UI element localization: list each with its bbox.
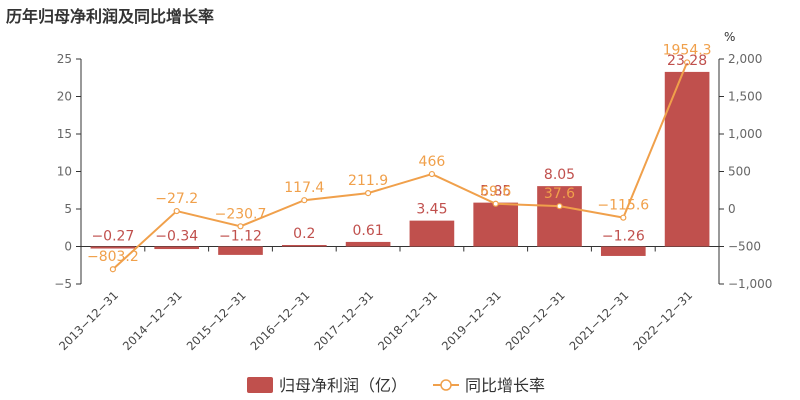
x-tick-label: 2022−12−31	[630, 288, 695, 353]
bar-profit[interactable]	[345, 241, 391, 247]
bar-value-label: −0.27	[91, 229, 134, 245]
growth-point[interactable]	[683, 59, 691, 66]
left-tick-label: −5	[54, 277, 72, 291]
growth-point[interactable]	[109, 266, 117, 273]
x-tick-label: 2013−12−31	[56, 288, 121, 353]
x-tick-label: 2019−12−31	[439, 288, 504, 353]
left-tick-label: 15	[57, 127, 72, 141]
bar-value-label: 0.61	[353, 223, 384, 239]
left-tick-label: 25	[57, 52, 72, 66]
legend-swatch-growth-marker[interactable]	[440, 379, 452, 391]
growth-point[interactable]	[620, 214, 627, 221]
x-tick-label: 2018−12−31	[375, 288, 440, 353]
growth-point[interactable]	[556, 203, 563, 210]
growth-point[interactable]	[365, 190, 372, 197]
legend: 归母净利润（亿） 同比增长率	[247, 376, 545, 395]
growth-value-label: −115.6	[597, 198, 649, 214]
x-tick-label: 2021−12−31	[567, 288, 632, 353]
x-tick-label: 2014−12−31	[120, 288, 185, 353]
growth-value-label: 466	[419, 154, 446, 170]
right-tick-label: 500	[728, 165, 751, 179]
bar-profit[interactable]	[600, 246, 646, 256]
bar-value-label: 23.28	[667, 53, 707, 69]
bar-value-label: 0.2	[293, 226, 315, 242]
bar-profit[interactable]	[281, 245, 327, 247]
growth-value-label: −230.7	[215, 206, 267, 222]
growth-value-label: 69.6	[480, 184, 511, 200]
growth-value-label: 211.9	[348, 173, 388, 189]
bar-profit[interactable]	[473, 202, 519, 247]
growth-value-label: −27.2	[155, 191, 198, 207]
legend-label-growth: 同比增长率	[465, 376, 545, 395]
left-tick-label: 20	[57, 90, 72, 104]
x-tick-label: 2020−12−31	[503, 288, 568, 353]
x-tick-label: 2016−12−31	[248, 288, 313, 353]
bar-profit[interactable]	[154, 246, 200, 250]
right-tick-label: −500	[728, 240, 761, 254]
growth-point[interactable]	[301, 197, 308, 204]
bar-profit[interactable]	[537, 186, 582, 247]
legend-label-profit: 归母净利润（亿）	[279, 376, 407, 395]
legend-swatch-profit[interactable]	[247, 377, 273, 393]
right-tick-label: 0	[728, 202, 736, 216]
growth-value-label: 117.4	[284, 180, 324, 196]
growth-value-label: 37.6	[544, 186, 575, 202]
bar-profit[interactable]	[90, 246, 136, 249]
x-tick-label: 2015−12−31	[184, 288, 249, 353]
bar-profit[interactable]	[218, 246, 263, 255]
right-tick-label: 1,000	[728, 127, 762, 141]
growth-point[interactable]	[428, 170, 435, 178]
chart-title: 历年归母净利润及同比增长率	[6, 7, 215, 26]
data-labels: −0.27 −0.34 −1.12 0.2 0.61 3.45 5.85 8.05 −1.26 2…	[87, 42, 712, 265]
x-tick-label: 2017−12−31	[311, 288, 376, 353]
bar-value-label: −1.12	[219, 229, 262, 245]
bar-profit[interactable]	[409, 220, 455, 247]
growth-point[interactable]	[492, 200, 499, 207]
left-tick-label: 10	[57, 165, 72, 179]
bar-value-label: 5.85	[480, 184, 511, 200]
growth-line	[109, 59, 691, 273]
right-axis-unit: %	[724, 30, 735, 44]
growth-point[interactable]	[173, 207, 180, 215]
growth-point[interactable]	[237, 223, 244, 230]
bar-value-label: 3.45	[416, 202, 447, 218]
right-tick-label: −1,000	[728, 277, 772, 291]
right-tick-label: 2,000	[728, 52, 762, 66]
bar-value-label: 8.05	[544, 167, 575, 183]
bar-value-label: −1.26	[602, 229, 645, 245]
right-tick-label: 1,500	[728, 90, 762, 104]
left-tick-label: 5	[64, 202, 72, 216]
growth-value-label: 1954.3	[663, 42, 712, 58]
growth-polyline	[112, 62, 689, 270]
bar-value-label: −0.34	[155, 229, 198, 245]
left-tick-label: 0	[64, 240, 72, 254]
growth-value-label: −803.2	[87, 249, 139, 265]
